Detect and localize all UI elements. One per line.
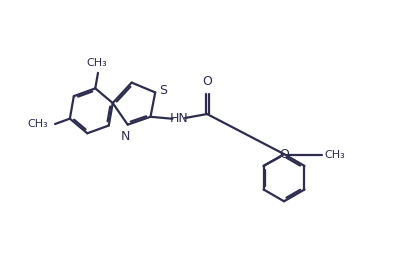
- Text: HN: HN: [169, 112, 188, 125]
- Text: O: O: [202, 75, 212, 88]
- Text: N: N: [121, 130, 130, 143]
- Text: S: S: [160, 84, 167, 97]
- Text: CH₃: CH₃: [27, 119, 48, 129]
- Text: CH₃: CH₃: [87, 58, 107, 68]
- Text: CH₃: CH₃: [324, 150, 345, 160]
- Text: O: O: [279, 149, 289, 161]
